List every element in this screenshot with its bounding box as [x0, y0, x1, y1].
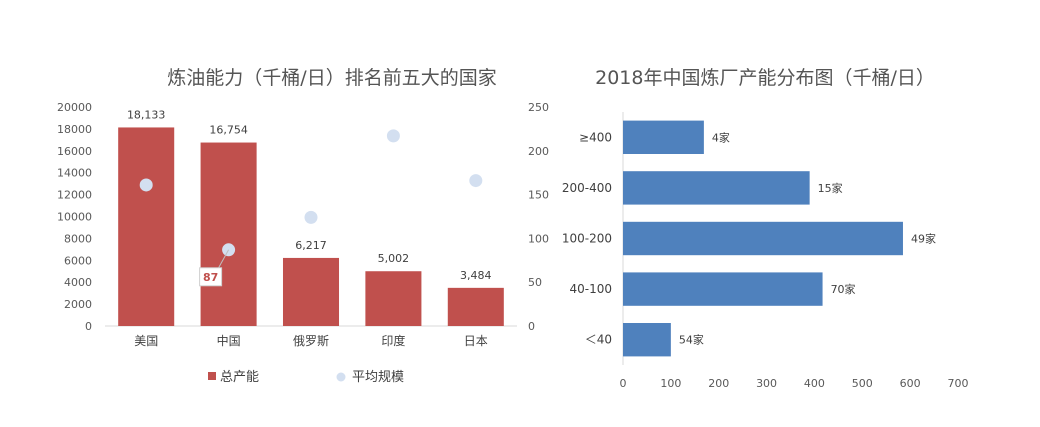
left-average-point [139, 178, 153, 192]
right-bar-value-label: 54家 [679, 333, 704, 347]
left-category-label: 美国 [134, 334, 158, 348]
left-y-tick-label: 20000 [57, 101, 92, 114]
left-annotation: 87 [199, 249, 230, 287]
left-bar-value-label: 5,002 [378, 252, 410, 265]
right-category-label: 200-400 [562, 181, 612, 195]
left-y2-tick-label: 200 [528, 145, 549, 158]
right-bars: 4家 15家 49家 70家 54家 [623, 120, 936, 357]
left-bar [447, 287, 504, 326]
legend-swatch-total [208, 372, 216, 380]
left-bars: 18,133 16,754 6,217 5,002 3,484 [118, 108, 504, 326]
left-chart-title: 炼油能力（千桶/日）排名前五大的国家 [167, 67, 496, 89]
left-y-tick-label: 16000 [57, 145, 92, 158]
left-category-label: 日本 [464, 334, 488, 348]
right-x-tick-label: 700 [948, 377, 969, 390]
right-y-axis: ≥400 200-400 100-200 40-100 ＜40 [562, 130, 612, 346]
left-y-tick-label: 6000 [64, 254, 92, 267]
left-category-label: 俄罗斯 [293, 334, 329, 348]
left-legend: 总产能 平均规模 [208, 370, 404, 385]
right-bar-value-label: 15家 [818, 181, 843, 195]
left-bar [118, 127, 175, 326]
left-category-label: 中国 [217, 333, 241, 348]
left-y-tick-label: 10000 [57, 211, 92, 224]
right-bar [623, 120, 704, 154]
left-average-point [469, 174, 483, 188]
right-bar [623, 221, 903, 256]
legend-label-total: 总产能 [220, 370, 259, 385]
right-x-tick-label: 400 [804, 377, 825, 390]
right-category-label: 100-200 [562, 232, 612, 246]
left-y-tick-label: 2000 [64, 298, 92, 311]
left-y-tick-label: 0 [85, 320, 92, 333]
left-y2-tick-label: 50 [528, 276, 542, 289]
left-y-tick-label: 18000 [57, 123, 92, 136]
right-x-tick-label: 0 [620, 377, 627, 390]
legend-label-average: 平均规模 [352, 370, 404, 385]
left-bar [282, 257, 340, 326]
right-chart-title: 2018年中国炼厂产能分布图（千桶/日） [595, 67, 935, 89]
left-y2-tick-label: 0 [528, 320, 535, 333]
annotation-leader-line [218, 249, 230, 269]
right-category-label: 40-100 [569, 282, 612, 296]
left-y-tick-label: 4000 [64, 276, 92, 289]
left-y2-tick-label: 250 [528, 101, 549, 114]
left-category-label: 印度 [381, 333, 405, 348]
right-x-tick-label: 500 [852, 377, 873, 390]
left-y-tick-label: 14000 [57, 167, 92, 180]
left-y-tick-label: 12000 [57, 189, 92, 202]
left-chart: 炼油能力（千桶/日）排名前五大的国家 020004000600080001000… [57, 67, 549, 385]
annotation-label: 87 [203, 271, 218, 284]
right-bar [623, 323, 671, 357]
left-x-axis: 美国 中国 俄罗斯 印度 日本 [134, 333, 488, 348]
left-bar-value-label: 3,484 [460, 269, 492, 282]
left-average-point [386, 129, 400, 143]
right-bar [623, 272, 823, 306]
left-bar [365, 271, 422, 326]
right-bar-value-label: 4家 [712, 130, 730, 144]
right-category-label: ≥400 [579, 130, 612, 144]
left-points [139, 129, 483, 257]
annotation-box [199, 267, 223, 287]
left-bar-value-label: 6,217 [295, 239, 327, 252]
left-y2-axis: 0 50 100 150 200 250 [528, 101, 549, 333]
right-category-label: ＜40 [585, 333, 612, 347]
right-chart: 2018年中国炼厂产能分布图（千桶/日） 4家 15家 49家 70家 54家 ≥400… [562, 67, 969, 390]
left-average-point [304, 210, 318, 224]
left-y2-tick-label: 150 [528, 189, 549, 202]
right-bar-value-label: 70家 [831, 282, 856, 296]
right-x-axis: 0 100 200 300 400 500 600 700 [620, 377, 969, 390]
right-bar-value-label: 49家 [911, 232, 936, 246]
left-y2-tick-label: 100 [528, 232, 549, 245]
left-bar-value-label: 18,133 [127, 108, 166, 121]
right-x-tick-label: 100 [660, 377, 681, 390]
left-y-tick-label: 8000 [64, 232, 92, 245]
right-bar [623, 171, 810, 205]
right-x-tick-label: 200 [708, 377, 729, 390]
legend-swatch-average [336, 372, 346, 382]
right-x-tick-label: 300 [756, 377, 777, 390]
left-y-axis: 0 2000 4000 6000 8000 10000 12000 14000 16000 180… [57, 101, 92, 333]
left-bar [200, 142, 257, 326]
left-bar-value-label: 16,754 [209, 124, 248, 137]
right-x-tick-label: 600 [900, 377, 921, 390]
